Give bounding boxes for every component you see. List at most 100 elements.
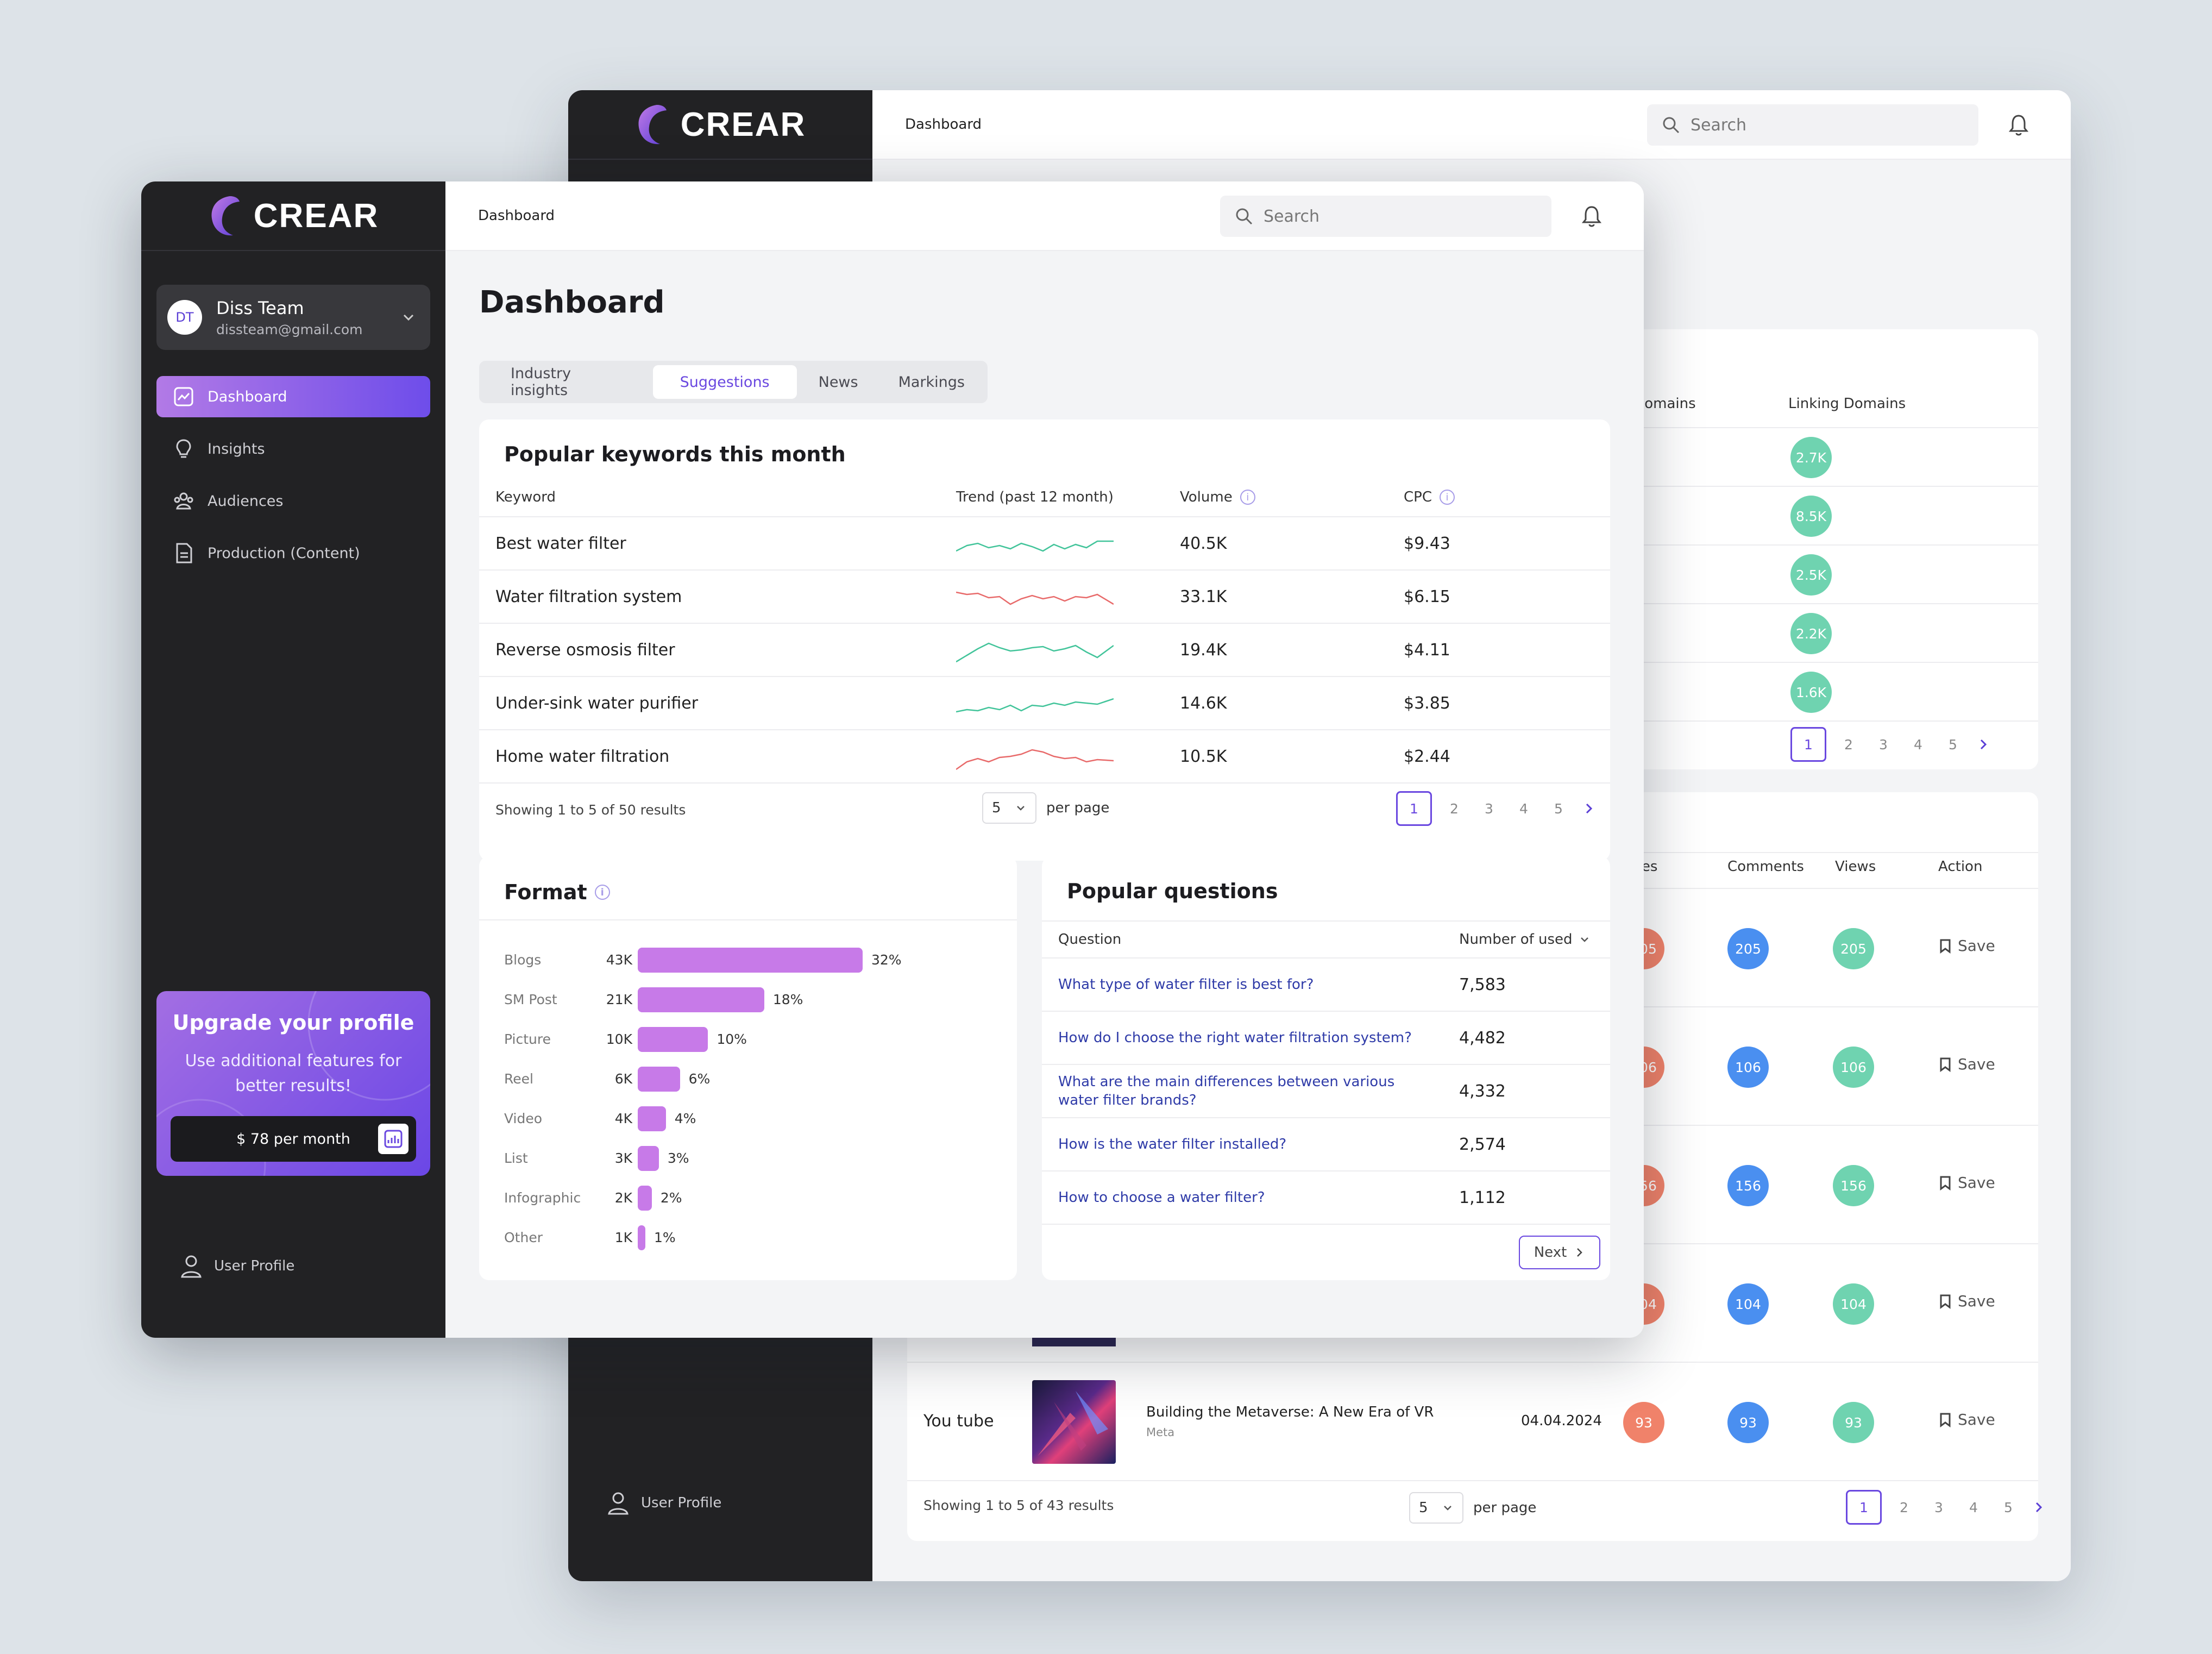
results-summary: Showing 1 to 5 of 43 results [923,1498,1114,1513]
bar[interactable] [638,1027,708,1052]
chevron-down-icon [1017,806,1025,811]
page-button[interactable]: 1 [1846,1490,1882,1525]
bell-icon[interactable] [2007,113,2031,137]
bar-value-label: 3% [667,1150,689,1166]
save-button[interactable]: Save [1939,937,1995,955]
info-icon[interactable]: i [1240,490,1255,505]
info-icon[interactable]: i [1440,490,1455,505]
page-button[interactable]: 4 [1969,1499,1978,1515]
page-button[interactable]: 2 [1900,1499,1908,1515]
chevron-down-icon [1580,937,1588,942]
search-placeholder: Search [1264,206,1320,226]
page-button[interactable]: 3 [1934,1499,1943,1515]
bell-icon[interactable] [1580,204,1604,228]
info-icon[interactable]: i [594,885,610,900]
per-page-select[interactable]: 5 per page [1409,1492,1536,1524]
save-button[interactable]: Save [1939,1055,1995,1073]
trend-sparkline-up [956,540,1114,552]
question-link[interactable]: How is the water filter installed? [1058,1136,1287,1152]
thumbnail-image[interactable] [1032,1380,1116,1464]
domain-badge: 8.5K [1790,496,1832,537]
bar[interactable] [638,1186,652,1211]
chevron-right-icon[interactable] [1975,736,1991,753]
tab-news[interactable]: News [818,373,858,391]
logo[interactable]: CREAR [141,181,445,251]
save-button[interactable]: Save [1939,1411,1995,1429]
results-summary: Showing 1 to 5 of 50 results [495,802,686,818]
views-badge: 106 [1833,1047,1874,1088]
next-button[interactable]: Next [1519,1236,1600,1269]
table-row: 2.7K [1595,427,2038,486]
next-label: Next [1534,1244,1567,1261]
volume-cell: 19.4K [1180,640,1227,660]
question-link[interactable]: What type of water filter is best for? [1058,976,1314,993]
sidebar-item-insights[interactable]: Insights [156,428,430,469]
page-button[interactable]: 3 [1879,736,1888,753]
save-button[interactable]: Save [1939,1174,1995,1192]
bookmark-icon [1940,1057,1951,1072]
user-profile-link[interactable]: User Profile [180,1254,294,1278]
volume-cell: 40.5K [1180,534,1227,553]
trend-sparkline-down [956,591,1114,605]
tab-industry-insights[interactable]: Industry insights [511,365,571,399]
card-title: Popular keywords this month [504,442,846,466]
tab-markings[interactable]: Markings [898,373,965,391]
question-link[interactable]: What are the main differences between va… [1058,1074,1395,1108]
per-page-select[interactable]: 5 per page [982,792,1109,824]
domain-badge: 1.6K [1790,672,1832,713]
upgrade-icon [378,1124,409,1154]
page-button[interactable]: 4 [1914,736,1922,753]
chevron-right-icon[interactable] [2031,1499,2047,1515]
page-button[interactable]: 1 [1396,791,1432,826]
page-button[interactable]: 3 [1485,800,1493,817]
bar[interactable] [638,1225,645,1250]
tab-bar: Industry insights Suggestions News Marki… [479,361,988,403]
page-button[interactable]: 1 [1790,727,1826,762]
bar[interactable] [638,1146,659,1171]
bar[interactable] [638,1106,666,1131]
bar-category-label: Picture [504,1031,551,1047]
table-header: Question Number of used [1042,920,1610,957]
views-badge: 156 [1833,1165,1874,1206]
search-input[interactable]: Search [1220,196,1551,237]
back-user-profile-link[interactable]: User Profile [607,1491,721,1515]
page-button[interactable]: 2 [1450,800,1459,817]
used-count: 1,112 [1459,1188,1506,1207]
tab-suggestions[interactable]: Suggestions [652,365,797,399]
page-button[interactable]: 5 [1554,800,1563,817]
bar-value-label: 4% [674,1111,696,1126]
keyword-cell: Best water filter [495,534,626,553]
chevron-right-icon[interactable] [1581,800,1597,817]
page-button[interactable]: 5 [2004,1499,2013,1515]
sidebar-item-audiences[interactable]: Audiences [156,480,430,522]
upgrade-decoration [156,991,430,1176]
used-count: 4,332 [1459,1081,1506,1101]
question-link[interactable]: How to choose a water filter? [1058,1189,1265,1206]
bar[interactable] [638,948,863,973]
table-row: 1.6K [1595,662,2038,721]
upgrade-price-button[interactable]: $ 78 per month [171,1116,416,1162]
bar[interactable] [638,1067,680,1092]
col-header-used[interactable]: Number of used [1459,931,1590,948]
page-button[interactable]: 5 [1949,736,1957,753]
question-link[interactable]: How do I choose the right water filtrati… [1058,1030,1412,1046]
back-logo[interactable]: CREAR [568,90,872,160]
team-switcher[interactable]: DT Diss Team dissteam@gmail.com [156,285,430,350]
sidebar-item-dashboard[interactable]: Dashboard [156,376,430,417]
crear-logo-icon [638,105,667,145]
col-header-trend: Trend (past 12 month) [956,489,1114,505]
page-button[interactable]: 2 [1844,736,1853,753]
domain-badge: 2.5K [1790,554,1832,596]
col-header-views: Views [1835,859,1876,875]
bar[interactable] [638,987,764,1012]
card-title: Format i [504,880,610,904]
comments-badge: 156 [1727,1165,1769,1206]
page-button[interactable]: 4 [1519,800,1528,817]
views-badge: 205 [1833,928,1874,969]
sidebar-item-production[interactable]: Production (Content) [156,532,430,574]
search-input[interactable]: Search [1647,104,1978,146]
table-row: Best water filter 40.5K $9.43 [479,516,1610,569]
table-row: Home water filtration 10.5K $2.44 [479,729,1610,782]
save-button[interactable]: Save [1939,1292,1995,1310]
pagination: 1 2 3 4 5 [1396,791,1597,826]
